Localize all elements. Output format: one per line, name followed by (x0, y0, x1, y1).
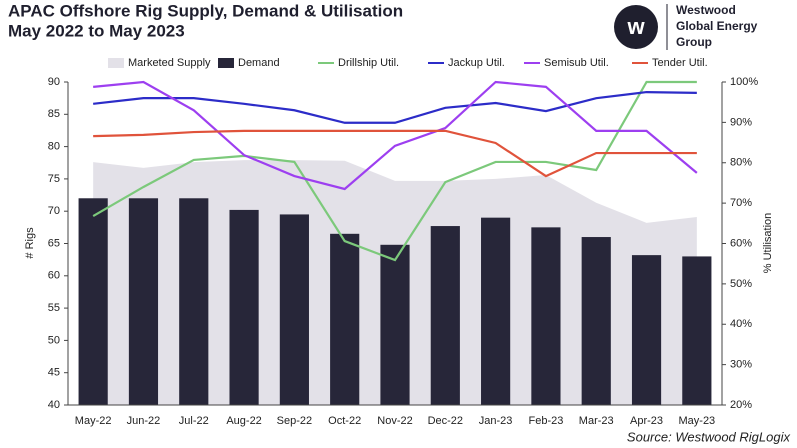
y2-tick-label: 60% (730, 237, 752, 249)
y2-tick-label: 50% (730, 278, 752, 290)
y2-tick-label: 30% (730, 359, 752, 371)
bar (78, 198, 108, 405)
logo-letter: w (626, 14, 645, 39)
line (92, 80, 697, 262)
bar (229, 209, 259, 405)
y2-tick-label: 100% (730, 76, 758, 88)
y-tick-label: 40 (48, 399, 60, 411)
bar (330, 233, 360, 405)
y-tick-label: 75 (48, 173, 60, 185)
y2-tick-label: 20% (730, 399, 752, 411)
bar (430, 226, 460, 405)
x-tick-label: Nov-22 (377, 415, 412, 427)
y-tick-label: 55 (48, 302, 60, 314)
x-tick-label: Sep-22 (277, 415, 312, 427)
x-tick-label: Jan-23 (479, 415, 513, 427)
y2-axis-label: % Utilisation (762, 213, 774, 274)
line (93, 80, 698, 191)
y-tick-label: 85 (48, 108, 60, 120)
legend-label: Jackup Util. (448, 57, 505, 69)
logo-text: Westwood (676, 3, 736, 17)
bar (128, 198, 159, 405)
legend-label: Tender Util. (652, 57, 708, 69)
x-tick-label: Apr-23 (630, 415, 663, 427)
legend-label: Demand (238, 57, 280, 69)
logo-text: Group (676, 35, 712, 49)
y-tick-label: 90 (48, 76, 60, 88)
bar (380, 244, 410, 405)
bar (279, 214, 309, 405)
chart-title: APAC Offshore Rig Supply, Demand & Utili… (8, 1, 403, 20)
x-tick-label: Dec-22 (428, 415, 463, 427)
y-tick-label: 70 (48, 205, 60, 217)
bar (481, 217, 511, 405)
x-tick-label: Oct-22 (328, 415, 361, 427)
x-tick-label: Feb-23 (528, 415, 563, 427)
y2-tick-label: 80% (730, 157, 752, 169)
legend-label: Drillship Util. (338, 57, 399, 69)
logo-mark (614, 5, 658, 49)
y2-tick-label: 70% (730, 197, 752, 209)
x-tick-label: Jul-22 (179, 415, 209, 427)
legend-label: Semisub Util. (544, 57, 609, 69)
y-tick-label: 50 (48, 334, 60, 346)
y2-tick-label: 40% (730, 318, 752, 330)
x-tick-label: May-22 (75, 415, 112, 427)
y-axis-label: # Rigs (24, 227, 36, 259)
line (93, 129, 697, 178)
y-tick-label: 80 (48, 141, 60, 153)
logo-text: Global Energy (676, 19, 758, 33)
legend-swatch (108, 58, 124, 68)
x-tick-label: Aug-22 (226, 415, 261, 427)
bar (581, 237, 611, 405)
x-tick-label: Mar-23 (579, 415, 614, 427)
y-tick-label: 65 (48, 237, 60, 249)
bar (179, 198, 209, 405)
y-tick-label: 45 (48, 367, 60, 379)
x-tick-label: Jun-22 (127, 415, 161, 427)
chart-subtitle: May 2022 to May 2023 (8, 21, 185, 40)
y-tick-label: 60 (48, 270, 60, 282)
legend-swatch (218, 58, 234, 68)
bar (682, 256, 712, 405)
line (93, 90, 697, 124)
x-tick-label: May-23 (679, 415, 716, 427)
source: Source: Westwood RigLogix (627, 429, 791, 444)
bar (631, 255, 662, 405)
y2-tick-label: 90% (730, 116, 752, 128)
legend-label: Marketed Supply (128, 57, 211, 69)
bar (531, 227, 561, 405)
